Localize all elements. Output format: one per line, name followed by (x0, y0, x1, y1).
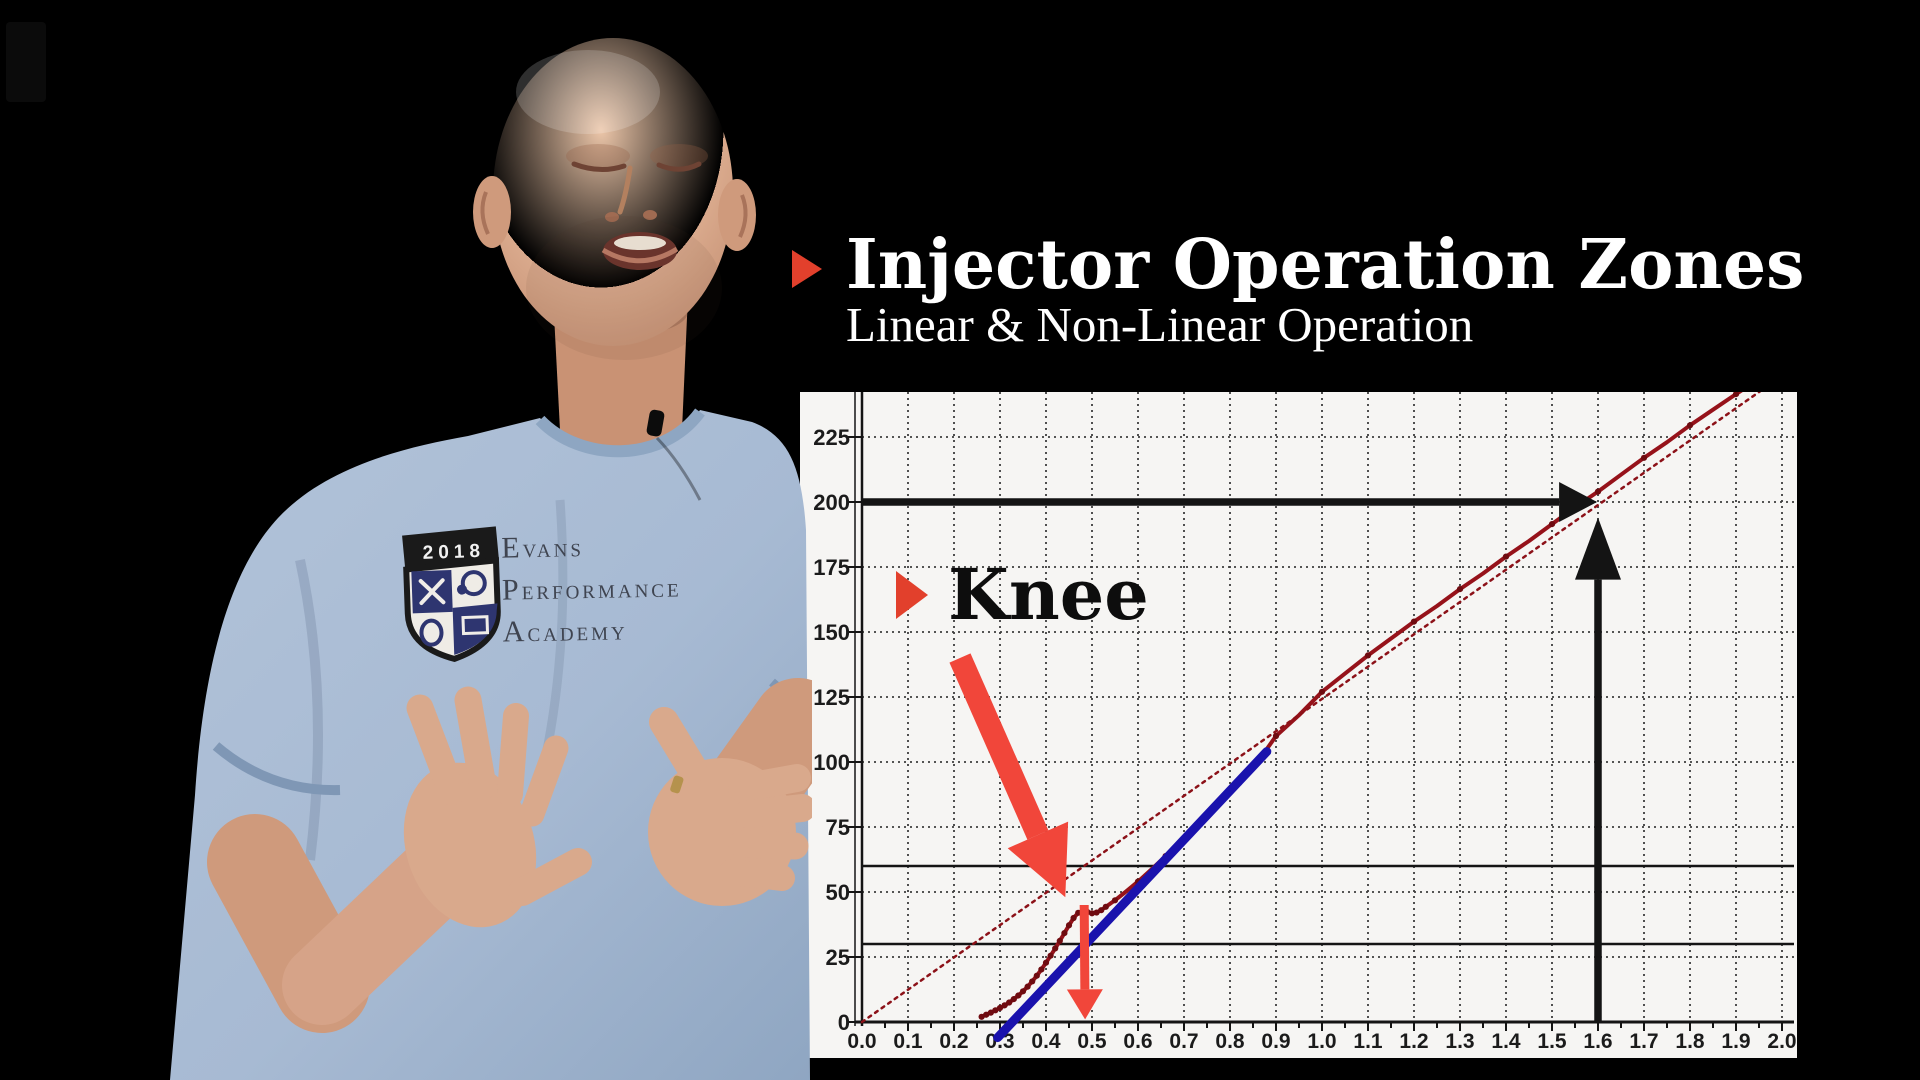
knee-callout: Knee (896, 560, 1149, 630)
page-subtitle: Linear & Non-Linear Operation (846, 296, 1474, 352)
eye-left (571, 161, 627, 172)
x-tick-labels: 0.0 0.1 0.2 0.3 0.4 0.5 0.6 0.7 0.8 0.9 1.0 1.1 1.2 1… (847, 1030, 1796, 1053)
svg-text:0: 0 (838, 1010, 850, 1035)
svg-text:1.7: 1.7 (1629, 1030, 1658, 1053)
svg-text:100: 100 (813, 750, 850, 775)
svg-text:2.0: 2.0 (1767, 1030, 1796, 1053)
knee-bullet-icon (896, 571, 928, 619)
y-tick-labels: 0 25 50 75 100 125 150 175 200 225 (813, 425, 850, 1035)
shirt-fold-1 (295, 558, 323, 861)
right-hand (648, 707, 816, 906)
svg-text:125: 125 (813, 685, 850, 710)
lapel-mic-icon (646, 409, 702, 501)
eye-socket-left (566, 144, 630, 168)
svg-text:1.3: 1.3 (1445, 1030, 1474, 1053)
svg-text:0.2: 0.2 (939, 1030, 968, 1053)
nose (617, 165, 633, 215)
collar (535, 408, 705, 458)
svg-text:150: 150 (813, 620, 850, 645)
ear-left (473, 176, 511, 248)
knee-dropline-arrow (1066, 904, 1103, 1020)
svg-text:175: 175 (813, 555, 850, 580)
svg-text:25: 25 (826, 945, 850, 970)
svg-text:1.1: 1.1 (1353, 1030, 1383, 1053)
linear-extrapolation-dotted (860, 392, 1762, 1024)
shirt-logo-shield: 2018 (402, 526, 501, 663)
svg-text:200: 200 (813, 490, 850, 515)
svg-text:0.9: 0.9 (1261, 1030, 1290, 1053)
head (493, 38, 733, 346)
svg-text:75: 75 (826, 815, 850, 840)
title-block: Injector Operation Zones Linear & Non-Li… (792, 228, 1804, 350)
logo-line-evans: EVANS (500, 531, 585, 565)
logo-line-academy: ACADEMY (502, 615, 628, 649)
svg-text:0.7: 0.7 (1169, 1030, 1198, 1053)
shirt-fold-2 (540, 499, 568, 761)
knee-label: Knee (948, 553, 1149, 636)
svg-text:0.1: 0.1 (893, 1030, 923, 1053)
logo-year: 2018 (422, 541, 485, 564)
svg-text:225: 225 (813, 425, 850, 450)
svg-text:50: 50 (826, 880, 850, 905)
shirt-logo-text: EVANS PERFORMANCE ACADEMY (501, 524, 683, 653)
svg-text:0.5: 0.5 (1077, 1030, 1107, 1053)
scalp-highlight (516, 50, 660, 134)
svg-text:1.9: 1.9 (1721, 1030, 1750, 1053)
target-flow-arrow (862, 482, 1598, 522)
eye-socket-right (650, 144, 708, 168)
presenter-figure: 2018 (170, 38, 844, 1080)
svg-text:1.5: 1.5 (1537, 1030, 1567, 1053)
ear-left-fold (480, 191, 490, 235)
ear-right-fold (738, 194, 748, 238)
page-title: Injector Operation Zones (846, 225, 1805, 305)
svg-text:1.4: 1.4 (1491, 1030, 1521, 1053)
wedding-ring (670, 775, 684, 794)
mouth-open (601, 232, 679, 270)
knee-pointer-arrow (949, 653, 1069, 898)
sleeve-hem-left (212, 742, 341, 796)
svg-text:0.0: 0.0 (847, 1030, 876, 1053)
chart-panel: 0.0 0.1 0.2 0.3 0.4 0.5 0.6 0.7 0.8 0.9 1.0 1.1 1.2 1… (800, 392, 1797, 1058)
eye-right (656, 161, 702, 172)
corner-artifact (6, 22, 46, 102)
logo-line-performance: PERFORMANCE (501, 573, 682, 607)
nostril-right (643, 210, 657, 220)
nostril-left (605, 212, 619, 222)
measured-injector-flow (979, 392, 1743, 1019)
axis-ticks (848, 436, 1783, 1031)
ear-right (718, 179, 756, 251)
left-hand (403, 686, 592, 928)
svg-text:0.3: 0.3 (985, 1030, 1014, 1053)
svg-text:0.6: 0.6 (1123, 1030, 1152, 1053)
presenter: 2018 (0, 0, 844, 1080)
series-layer (860, 392, 1762, 1043)
linear-fit-blue (993, 747, 1272, 1043)
svg-text:1.2: 1.2 (1399, 1030, 1428, 1053)
gridlines (862, 392, 1794, 1022)
svg-text:0.8: 0.8 (1215, 1030, 1245, 1053)
title-bullet-icon (792, 250, 822, 288)
svg-text:0.4: 0.4 (1031, 1030, 1061, 1053)
svg-text:1.8: 1.8 (1675, 1030, 1705, 1053)
pulse-width-arrow (1575, 517, 1621, 1022)
svg-text:1.6: 1.6 (1583, 1030, 1612, 1053)
injector-flow-chart: 0.0 0.1 0.2 0.3 0.4 0.5 0.6 0.7 0.8 0.9 1.0 1.1 1.2 1… (813, 392, 1797, 1053)
svg-text:1.0: 1.0 (1307, 1030, 1336, 1053)
